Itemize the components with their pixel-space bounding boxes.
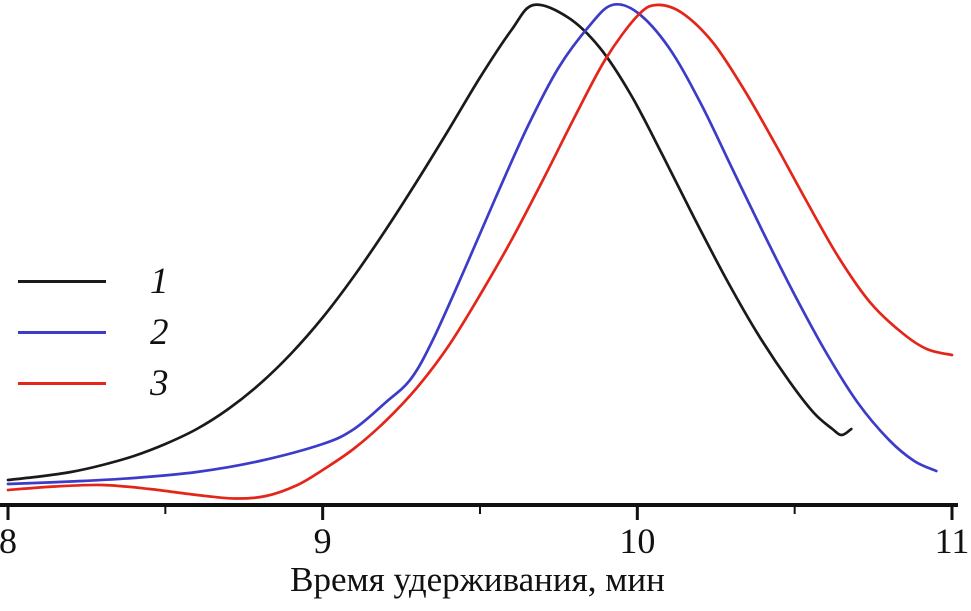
legend-item-3: 3 [18, 364, 169, 402]
legend-item-1: 1 [18, 262, 169, 300]
legend-label-2: 2 [150, 311, 169, 353]
x-tick-label: 9 [314, 521, 332, 561]
x-axis-title: Время удерживания, мин [290, 560, 665, 599]
series-curve-3 [6, 3, 954, 500]
x-tick-label: 11 [935, 521, 970, 561]
legend-line-swatch-3 [18, 381, 106, 385]
legend-label-3: 3 [150, 362, 169, 404]
legend-line-swatch-2 [18, 330, 106, 334]
series-curve-1 [6, 3, 853, 482]
x-tick-label: 8 [0, 521, 17, 561]
legend-label-1: 1 [150, 260, 169, 302]
series-curve-2 [6, 2, 938, 486]
legend-item-2: 2 [18, 313, 169, 351]
legend-line-swatch-1 [18, 279, 106, 283]
legend: 1 2 3 [18, 262, 169, 402]
x-tick-label: 10 [619, 521, 655, 561]
